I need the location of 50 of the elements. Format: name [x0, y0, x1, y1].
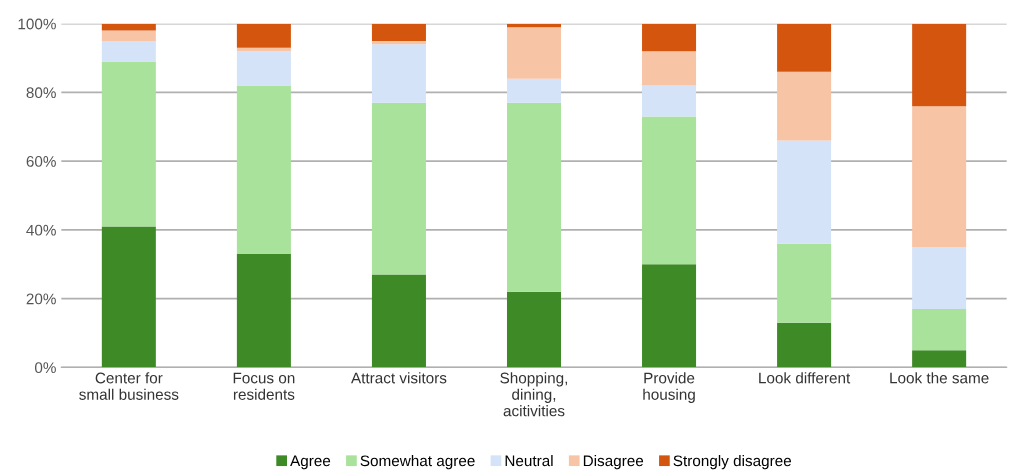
bar — [101, 226, 156, 368]
bar — [371, 274, 426, 368]
bar — [642, 85, 697, 117]
y-tick-label: 20% — [26, 293, 56, 305]
bar — [777, 243, 832, 323]
x-tick-label: Center for small business — [79, 372, 179, 400]
y-tick-label: 0% — [34, 362, 56, 374]
bar — [236, 23, 291, 48]
bar — [912, 308, 967, 351]
legend-label: Disagree — [583, 454, 644, 470]
x-tick-label: Provide housing — [643, 372, 695, 403]
bar — [642, 264, 697, 368]
bar — [236, 51, 291, 86]
y-tick-label: 40% — [26, 224, 56, 236]
bar — [777, 23, 832, 72]
bar — [236, 85, 291, 254]
bar — [777, 322, 832, 368]
bar — [912, 247, 967, 309]
bar — [912, 350, 967, 368]
bar — [912, 106, 967, 248]
legend-label: Agree — [290, 455, 331, 470]
bar — [642, 23, 697, 52]
bar — [236, 253, 291, 368]
bar — [777, 71, 832, 141]
bar — [506, 102, 561, 292]
bar — [506, 27, 561, 79]
y-tick-label: 80% — [26, 87, 56, 99]
bar — [912, 23, 967, 107]
bar — [371, 44, 426, 103]
bar — [101, 61, 156, 227]
y-tick-label: 100% — [18, 18, 56, 30]
x-tick-label: Look different — [759, 372, 851, 384]
bar — [777, 140, 832, 244]
bar — [101, 30, 156, 41]
bar — [506, 78, 561, 103]
legend-label: Neutral — [505, 454, 553, 467]
bar — [371, 23, 426, 41]
y-tick-label: 60% — [26, 156, 56, 167]
bar — [371, 102, 426, 275]
x-tick-label: Shopping, dining, acitivities — [500, 372, 568, 417]
legend-label: Somewhat agree — [360, 454, 475, 470]
x-tick-label: Look the same — [890, 372, 989, 384]
x-tick-label: Focus on residents — [233, 372, 295, 400]
bar — [642, 116, 697, 265]
bar — [101, 40, 156, 62]
bar — [506, 291, 561, 368]
bar — [101, 23, 156, 31]
legend-label: Strongly disagree — [673, 454, 792, 470]
bar — [642, 51, 697, 86]
x-tick-label: Attract visitors — [351, 372, 447, 384]
